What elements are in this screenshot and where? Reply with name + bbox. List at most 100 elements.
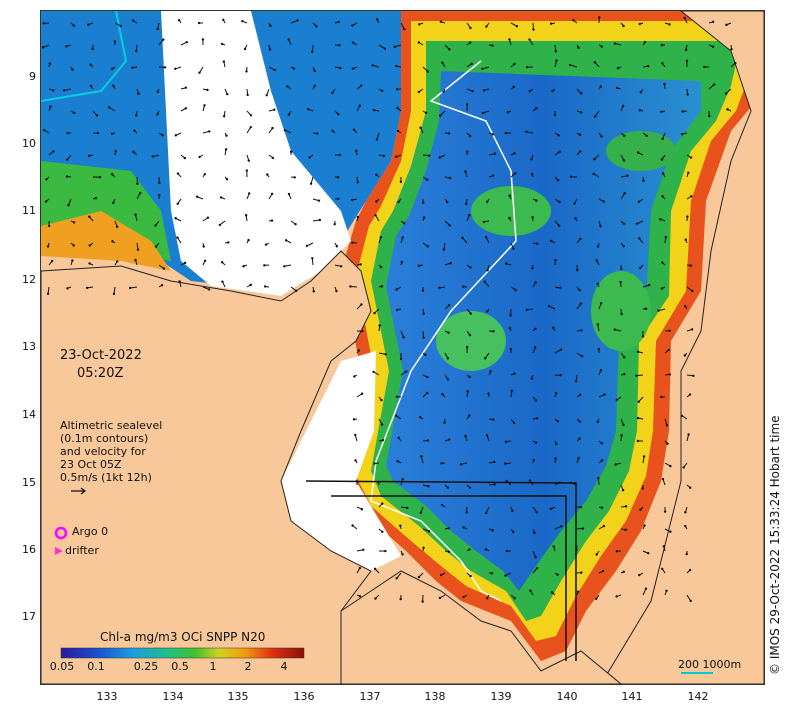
velocity-arrow-head xyxy=(514,288,517,292)
velocity-arrow-head xyxy=(89,63,92,66)
velocity-arrow-head xyxy=(600,442,604,445)
velocity-arrow-head xyxy=(471,90,474,93)
velocity-arrow-head xyxy=(161,134,164,137)
velocity-arrow-head xyxy=(462,526,465,529)
velocity-arrow-head xyxy=(401,553,404,556)
velocity-arrow-head xyxy=(270,219,274,222)
velocity-arrow-head xyxy=(331,91,334,95)
velocity-arrow-head xyxy=(396,460,399,463)
velocity-arrow-head xyxy=(681,110,684,113)
velocity-arrow-head xyxy=(596,323,600,326)
velocity-arrow-head xyxy=(578,150,582,153)
velocity-arrow-head xyxy=(596,245,600,248)
credit-text: © IMOS 29-Oct-2022 15:33:24 Hobart time xyxy=(768,415,782,675)
velocity-arrow-head xyxy=(597,476,600,480)
velocity-arrow-head xyxy=(360,392,364,395)
velocity-arrow-head xyxy=(644,587,648,590)
velocity-arrow-head xyxy=(113,40,117,43)
velocity-arrow-head xyxy=(639,508,642,512)
velocity-arrow-head xyxy=(579,111,583,114)
velocity-arrow-head xyxy=(66,131,69,135)
velocity-arrow-head xyxy=(247,238,250,242)
velocity-arrow-head xyxy=(311,50,314,53)
velocity-arrow-head xyxy=(593,115,597,118)
velocity-arrow-head xyxy=(661,172,665,175)
velocity-arrow-head xyxy=(66,287,69,290)
velocity-arrow-head xyxy=(734,61,737,65)
velocity-arrow-head xyxy=(462,285,465,288)
velocity-arrow-head xyxy=(373,567,377,571)
drifter-marker-icon xyxy=(55,547,63,555)
velocity-arrow-head xyxy=(263,264,266,267)
velocity-arrow-head xyxy=(419,126,422,129)
velocity-arrow-head xyxy=(242,265,245,268)
velocity-arrow-head xyxy=(360,508,364,511)
velocity-arrow-head xyxy=(284,239,288,242)
velocity-arrow-head xyxy=(226,92,229,96)
velocity-arrow-head xyxy=(468,214,471,217)
velocity-arrow-head xyxy=(221,280,224,283)
velocity-arrow-head xyxy=(683,16,686,20)
velocity-arrow-head xyxy=(264,243,268,246)
velocity-arrow-head xyxy=(552,545,555,548)
velocity-arrow-head xyxy=(666,442,669,445)
velocity-arrow-head xyxy=(62,89,66,92)
velocity-arrow-head xyxy=(245,70,248,73)
velocity-arrow-head xyxy=(622,159,626,162)
velocity-arrow-head xyxy=(371,64,374,67)
velocity-arrow-head xyxy=(686,215,689,218)
velocity-arrow-head xyxy=(352,128,356,131)
lat-tick: 17 xyxy=(22,610,36,623)
velocity-arrow-head xyxy=(119,24,122,28)
velocity-arrow-head xyxy=(402,221,406,225)
velocity-arrow-head xyxy=(703,65,706,69)
velocity-arrow-head xyxy=(395,88,399,91)
velocity-arrow-head xyxy=(381,530,384,534)
velocity-arrow-head xyxy=(492,330,495,333)
velocity-arrow-head xyxy=(396,106,399,110)
velocity-arrow-head xyxy=(468,486,472,489)
velocity-arrow-head xyxy=(465,103,469,106)
velocity-arrow-head xyxy=(684,511,687,514)
velocity-arrow-head xyxy=(131,66,134,69)
green-patch xyxy=(471,186,551,236)
colorbar-tick: 0.05 xyxy=(49,660,75,673)
velocity-arrow-head xyxy=(394,155,398,159)
velocity-arrow-head xyxy=(222,115,226,118)
velocity-arrow-head xyxy=(338,43,341,47)
velocity-arrow-head xyxy=(613,328,616,331)
velocity-arrow-head xyxy=(353,375,356,378)
velocity-arrow-head xyxy=(576,268,579,272)
velocity-arrow-head xyxy=(158,193,161,197)
velocity-arrow-head xyxy=(489,370,492,373)
velocity-arrow-head xyxy=(395,577,398,580)
velocity-arrow-head xyxy=(377,480,380,484)
lat-tick: 15 xyxy=(22,476,36,489)
lon-tick: 141 xyxy=(621,690,643,703)
velocity-arrow-head xyxy=(351,524,354,527)
velocity-arrow-head xyxy=(42,22,45,25)
velocity-arrow-head xyxy=(726,108,729,111)
velocity-arrow-head xyxy=(174,217,177,220)
velocity-arrow-head xyxy=(669,530,672,533)
velocity-arrow-head xyxy=(394,414,398,417)
colorbar-tick: 0.5 xyxy=(171,660,189,673)
velocity-arrow-head xyxy=(112,201,115,205)
velocity-arrow-head xyxy=(636,439,640,443)
velocity-arrow-head xyxy=(468,134,472,138)
velocity-arrow-head xyxy=(730,47,733,51)
velocity-arrow-head xyxy=(493,460,496,464)
velocity-arrow-head xyxy=(174,67,177,70)
velocity-arrow-head xyxy=(312,290,315,293)
velocity-arrow-head xyxy=(351,241,354,244)
velocity-arrow-head xyxy=(375,18,379,21)
lon-tick: 136 xyxy=(293,690,315,703)
velocity-arrow-head xyxy=(468,414,471,417)
depth-scale-label: 200 1000m xyxy=(678,658,742,671)
velocity-arrow-head xyxy=(512,247,515,250)
velocity-arrow-head xyxy=(578,437,581,440)
velocity-arrow-head xyxy=(446,378,450,381)
velocity-arrow-head xyxy=(317,199,321,202)
velocity-arrow-head xyxy=(448,176,452,180)
velocity-arrow-head xyxy=(572,19,575,22)
